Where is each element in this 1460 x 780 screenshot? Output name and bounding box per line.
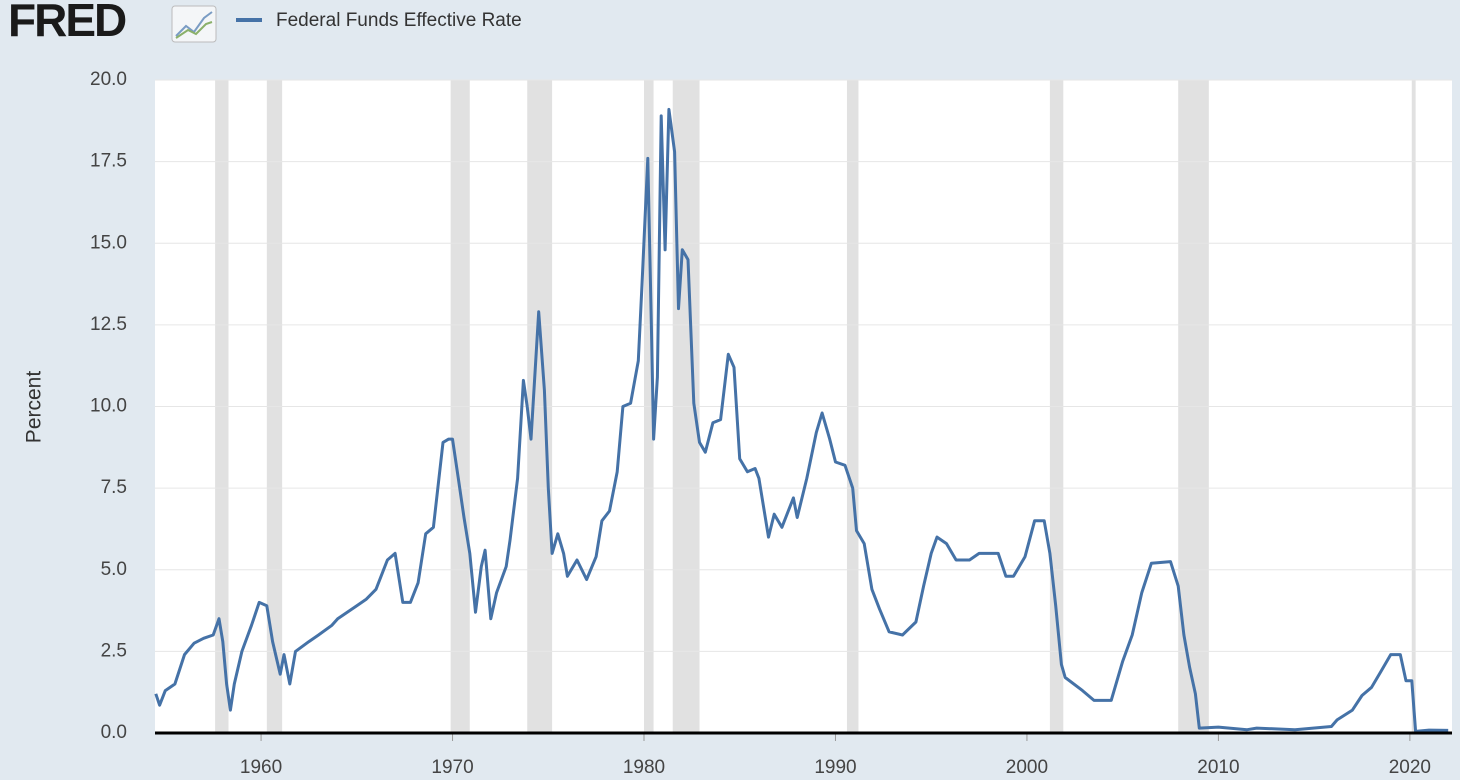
x-tick-label: 1960	[240, 757, 282, 778]
y-tick-label: 17.5	[90, 151, 127, 172]
series-line	[154, 107, 1449, 733]
x-tick-label: 2020	[1389, 757, 1431, 778]
legend-label: Federal Funds Effective Rate	[276, 10, 522, 31]
y-tick-label: 12.5	[90, 314, 127, 335]
y-tick-label: 10.0	[90, 396, 127, 417]
y-axis-label: Percent	[23, 371, 46, 444]
y-tick-label: 0.0	[101, 722, 127, 743]
y-tick-label: 20.0	[90, 69, 127, 90]
x-tick-label: 1970	[431, 757, 473, 778]
y-tick-label: 2.5	[101, 640, 127, 661]
logo-icon	[171, 5, 217, 43]
y-tick-label: 7.5	[101, 477, 127, 498]
y-tick-label: 15.0	[90, 232, 127, 253]
y-tick-label: 5.0	[101, 559, 127, 580]
logo: FRED	[8, 0, 126, 46]
x-tick-label: 2010	[1197, 757, 1239, 778]
x-tick-label: 1990	[814, 757, 856, 778]
x-tick-label: 1980	[623, 757, 665, 778]
x-tick-label: 2000	[1006, 757, 1048, 778]
